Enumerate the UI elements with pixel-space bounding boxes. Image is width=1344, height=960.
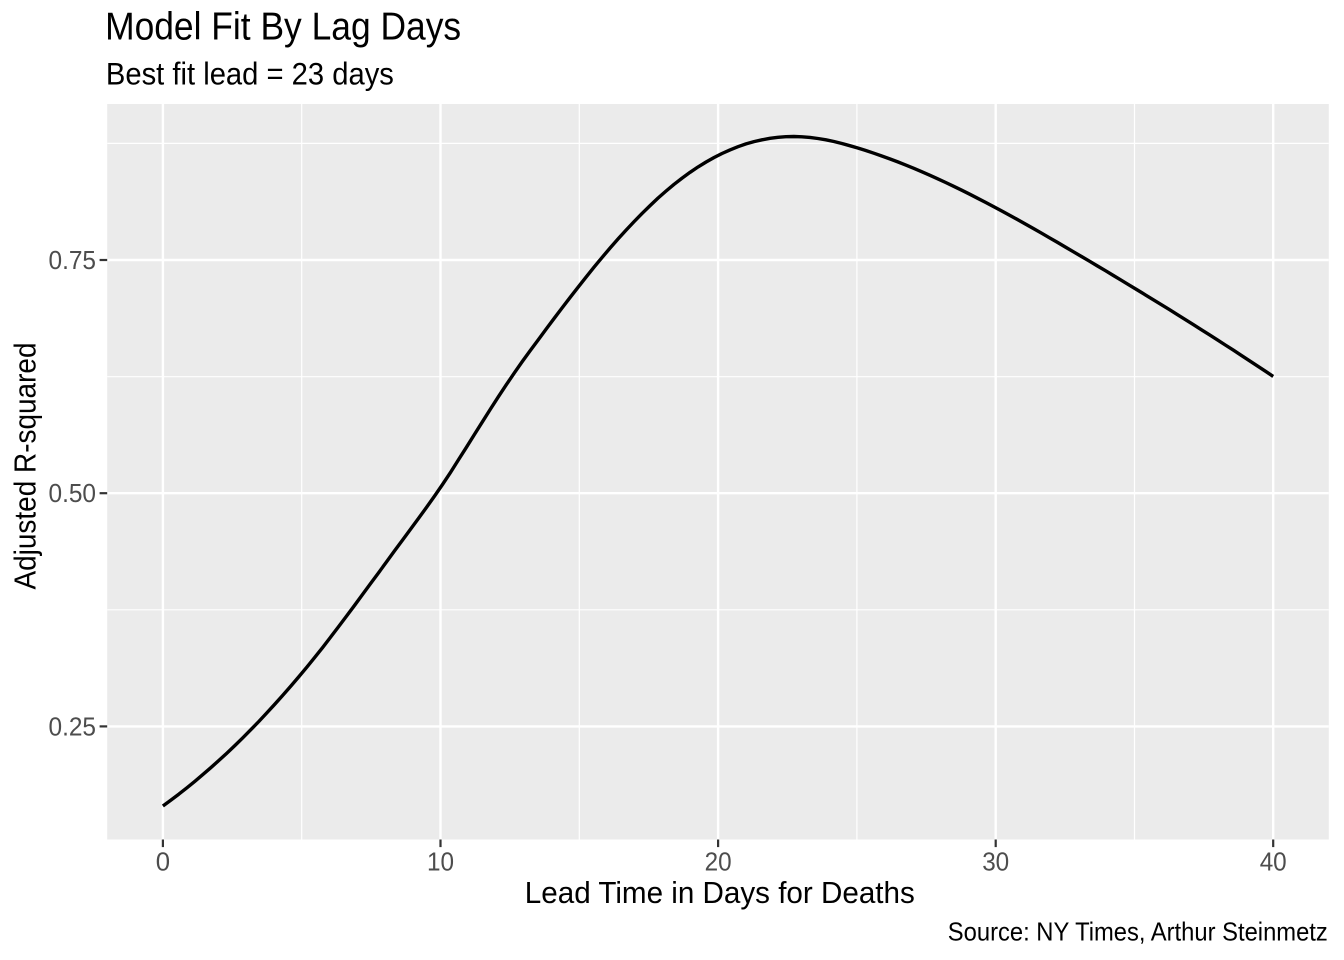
svg-text:10: 10 [427,849,454,877]
svg-text:Source: NY Times, Arthur Stein: Source: NY Times, Arthur Steinmetz [948,917,1328,947]
svg-text:0.25: 0.25 [49,713,97,741]
svg-text:Lead Time in Days for Deaths: Lead Time in Days for Deaths [525,875,915,910]
svg-text:Model Fit By Lag Days: Model Fit By Lag Days [105,6,461,49]
svg-text:0.50: 0.50 [49,480,97,508]
svg-text:0.75: 0.75 [49,247,97,275]
svg-text:0: 0 [156,849,170,877]
svg-text:30: 30 [982,849,1009,877]
svg-text:20: 20 [705,849,732,877]
svg-text:40: 40 [1260,849,1287,877]
svg-text:Best fit lead = 23 days: Best fit lead = 23 days [106,55,394,91]
svg-text:Adjusted R-squared: Adjusted R-squared [8,343,43,590]
